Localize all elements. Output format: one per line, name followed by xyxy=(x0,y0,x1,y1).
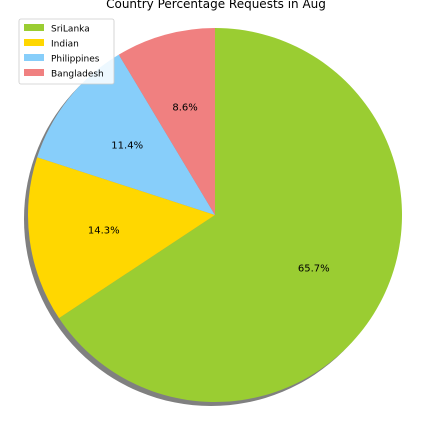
legend: SriLanka Indian Philippines Bangladesh xyxy=(18,18,115,85)
slice-label-srilanka: 65.7% xyxy=(298,264,330,275)
legend-label-bangladesh: Bangladesh xyxy=(51,70,104,80)
pie-slice-srilanka xyxy=(59,28,403,403)
pie-label-layer: 65.7% 14.3% 11.4% 8.6% xyxy=(88,102,330,274)
pie-slice-layer xyxy=(27,28,403,403)
slice-label-indian: 14.3% xyxy=(88,226,120,237)
pie-slice-bangladesh xyxy=(118,28,215,215)
legend-swatch-srilanka xyxy=(24,24,44,31)
slice-label-philippines: 11.4% xyxy=(111,141,143,152)
slice-label-bangladesh: 8.6% xyxy=(172,102,197,113)
legend-label-indian: Indian xyxy=(51,40,79,50)
pie-slice-philippines xyxy=(37,54,216,215)
pie-slice-indian xyxy=(27,157,216,319)
legend-swatch-bangladesh xyxy=(24,69,44,76)
legend-box xyxy=(18,18,115,85)
chart-title: Country Percentage Requests in Aug xyxy=(106,0,326,11)
legend-label-philippines: Philippines xyxy=(51,55,100,65)
legend-label-srilanka: SriLanka xyxy=(51,25,90,35)
legend-swatch-philippines xyxy=(24,54,44,61)
legend-swatch-indian xyxy=(24,39,44,46)
